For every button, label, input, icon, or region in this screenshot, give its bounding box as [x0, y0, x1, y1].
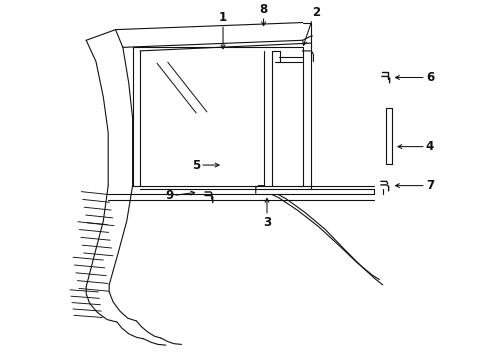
Text: 7: 7 — [426, 179, 434, 192]
Text: 3: 3 — [263, 216, 271, 229]
Text: 6: 6 — [426, 71, 434, 84]
Text: 1: 1 — [219, 11, 227, 24]
Text: 2: 2 — [313, 6, 320, 19]
Text: 8: 8 — [259, 3, 268, 16]
Text: 4: 4 — [426, 140, 434, 153]
Text: 9: 9 — [165, 189, 173, 202]
Text: 5: 5 — [192, 158, 200, 172]
